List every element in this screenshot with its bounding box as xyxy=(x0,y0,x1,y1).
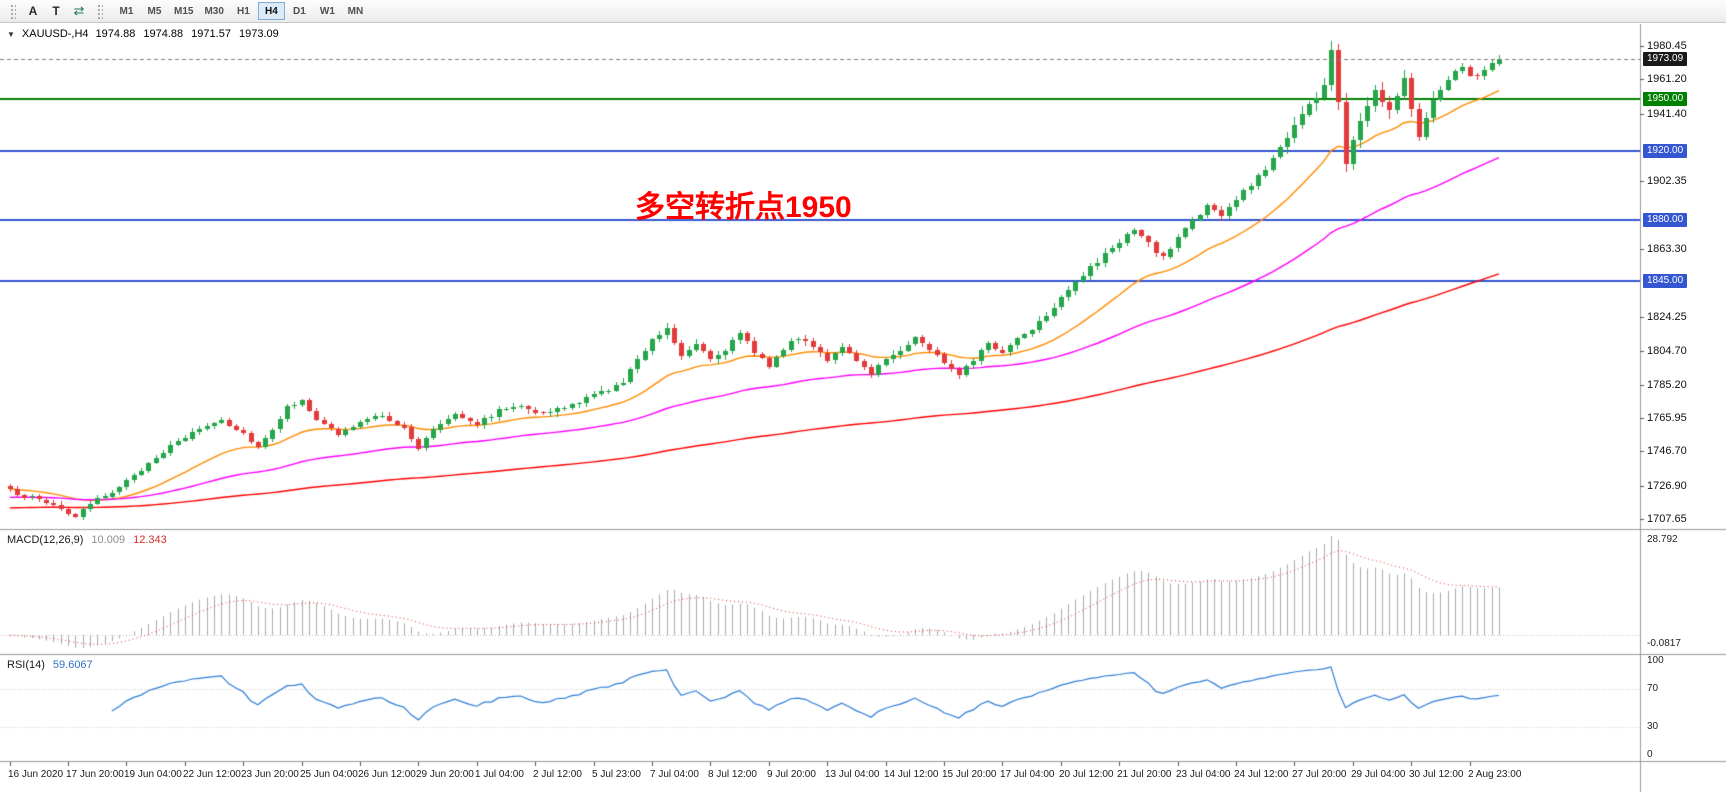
price-chart-canvas[interactable] xyxy=(0,24,1726,792)
rsi-name: RSI(14) xyxy=(7,659,45,671)
price-axis-label: 1804.70 xyxy=(1647,344,1687,357)
time-axis-label: 24 Jul 12:00 xyxy=(1234,769,1289,780)
timeframe-button-mn[interactable]: MN xyxy=(342,2,369,20)
macd-axis-min-label: -0.0817 xyxy=(1647,638,1681,649)
rsi-indicator-label: RSI(14) 59.6067 xyxy=(7,659,93,671)
time-axis-label: 13 Jul 04:00 xyxy=(825,769,880,780)
rsi-value: 59.6067 xyxy=(52,659,93,671)
symbol-title: XAUUSD-,H4 xyxy=(21,28,89,40)
timeframe-button-d1[interactable]: D1 xyxy=(286,2,313,20)
timeframe-button-m30[interactable]: M30 xyxy=(199,2,228,20)
toolbar-grip[interactable] xyxy=(9,3,16,19)
time-axis-label: 8 Jul 12:00 xyxy=(708,769,757,780)
price-axis-label: 1824.25 xyxy=(1647,310,1687,323)
timeframe-button-m1[interactable]: M1 xyxy=(113,2,140,20)
text-label-tool-button[interactable]: T xyxy=(45,2,67,21)
time-axis-label: 7 Jul 04:00 xyxy=(650,769,699,780)
chart-menu-arrow-icon[interactable]: ▼ xyxy=(7,29,15,39)
macd-indicator-label: MACD(12,26,9) 10.009 12.343 xyxy=(7,534,167,546)
price-axis-label: 1863.30 xyxy=(1647,243,1687,256)
text-tool-button[interactable]: A xyxy=(22,2,44,21)
time-axis-label: 16 Jun 2020 xyxy=(8,769,64,780)
price-axis-label: 1941.40 xyxy=(1647,107,1687,120)
rsi-level-label: 0 xyxy=(1647,749,1653,760)
time-axis-label: 29 Jun 20:00 xyxy=(416,769,474,780)
symbol-header: ▼ XAUUSD-,H4 1974.88 1974.88 1971.57 197… xyxy=(7,28,279,40)
time-axis-label: 21 Jul 20:00 xyxy=(1117,769,1172,780)
price-axis-label: 1902.35 xyxy=(1647,175,1687,188)
time-axis[interactable]: 16 Jun 2020 17 Jun 20:00 19 Jun 04:00 22 Ju… xyxy=(0,762,1726,792)
time-axis-label: 1 Jul 04:00 xyxy=(475,769,524,780)
timeframe-toolbar-grip[interactable] xyxy=(96,3,103,19)
rsi-level-label: 30 xyxy=(1647,720,1659,732)
price-line-badge-1950-00[interactable]: 1950.00 xyxy=(1643,91,1688,106)
price-axis-label: 1961.20 xyxy=(1647,73,1687,86)
time-axis-label: 20 Jul 12:00 xyxy=(1059,769,1114,780)
price-axis-label: 1707.65 xyxy=(1647,513,1687,526)
time-axis-label: 30 Jul 12:00 xyxy=(1409,769,1464,780)
price-axis-label: 1746.70 xyxy=(1647,445,1687,458)
macd-axis-max-label: 28.792 xyxy=(1647,534,1678,545)
macd-main-value: 10.009 xyxy=(91,534,126,546)
time-axis-label: 19 Jun 04:00 xyxy=(124,769,182,780)
timeframe-button-h4[interactable]: H4 xyxy=(257,2,285,20)
time-axis-label: 22 Jun 12:00 xyxy=(183,769,241,780)
time-axis-label: 5 Jul 23:00 xyxy=(592,769,641,780)
timeframe-button-m15[interactable]: M15 xyxy=(169,2,198,20)
time-axis-label: 17 Jul 04:00 xyxy=(1000,769,1055,780)
time-axis-label: 14 Jul 12:00 xyxy=(884,769,939,780)
main-toolbar: A T ⇄ M1 M5 M15 M30 H1 H4 D1 W1 MN xyxy=(0,0,1726,23)
time-axis-label: 23 Jun 20:00 xyxy=(241,769,299,780)
price-line-badge-1920-00[interactable]: 1920.00 xyxy=(1643,143,1688,158)
timeframe-button-m5[interactable]: M5 xyxy=(141,2,168,20)
price-line-badge-1973-09[interactable]: 1973.09 xyxy=(1643,51,1688,66)
time-axis-label: 29 Jul 04:00 xyxy=(1351,769,1406,780)
time-axis-label: 2 Jul 12:00 xyxy=(533,769,582,780)
macd-signal-value: 12.343 xyxy=(133,534,167,546)
timeframe-toolbar: M1 M5 M15 M30 H1 H4 D1 W1 MN xyxy=(113,2,369,20)
time-axis-label: 23 Jul 04:00 xyxy=(1176,769,1231,780)
price-axis-label: 1980.45 xyxy=(1647,39,1687,52)
chart-overlay: ▼ XAUUSD-,H4 1974.88 1974.88 1971.57 197… xyxy=(0,24,1726,792)
price-line-badge-1845-00[interactable]: 1845.00 xyxy=(1643,273,1688,288)
time-axis-label: 27 Jul 20:00 xyxy=(1292,769,1347,780)
price-axis[interactable]: 1980.45 1961.20 1941.40 1902.35 1863.30 1824.… xyxy=(1641,24,1726,762)
ohlc-values: 1974.88 1974.88 1971.57 1973.09 xyxy=(95,28,279,40)
time-axis-label: 17 Jun 20:00 xyxy=(66,769,124,780)
time-axis-label: 2 Aug 23:00 xyxy=(1468,769,1522,780)
time-axis-label: 26 Jun 12:00 xyxy=(358,769,416,780)
price-axis-label: 1785.20 xyxy=(1647,378,1687,391)
arrows-tool-button[interactable]: ⇄ xyxy=(68,2,90,21)
rsi-level-label: 70 xyxy=(1647,683,1659,695)
time-axis-label: 15 Jul 20:00 xyxy=(942,769,997,780)
price-axis-label: 1765.95 xyxy=(1647,412,1687,425)
timeframe-button-w1[interactable]: W1 xyxy=(314,2,341,20)
price-line-badge-1880-00[interactable]: 1880.00 xyxy=(1643,213,1688,228)
timeframe-button-h1[interactable]: H1 xyxy=(230,2,257,20)
macd-name: MACD(12,26,9) xyxy=(7,534,84,546)
chart-annotation-text[interactable]: 多空转折点1950 xyxy=(635,191,852,224)
chart-window: ▼ XAUUSD-,H4 1974.88 1974.88 1971.57 197… xyxy=(0,24,1726,792)
rsi-level-label: 100 xyxy=(1647,655,1664,666)
price-axis-label: 1726.90 xyxy=(1647,479,1687,492)
time-axis-label: 25 Jun 04:00 xyxy=(300,769,358,780)
time-axis-label: 9 Jul 20:00 xyxy=(767,769,816,780)
